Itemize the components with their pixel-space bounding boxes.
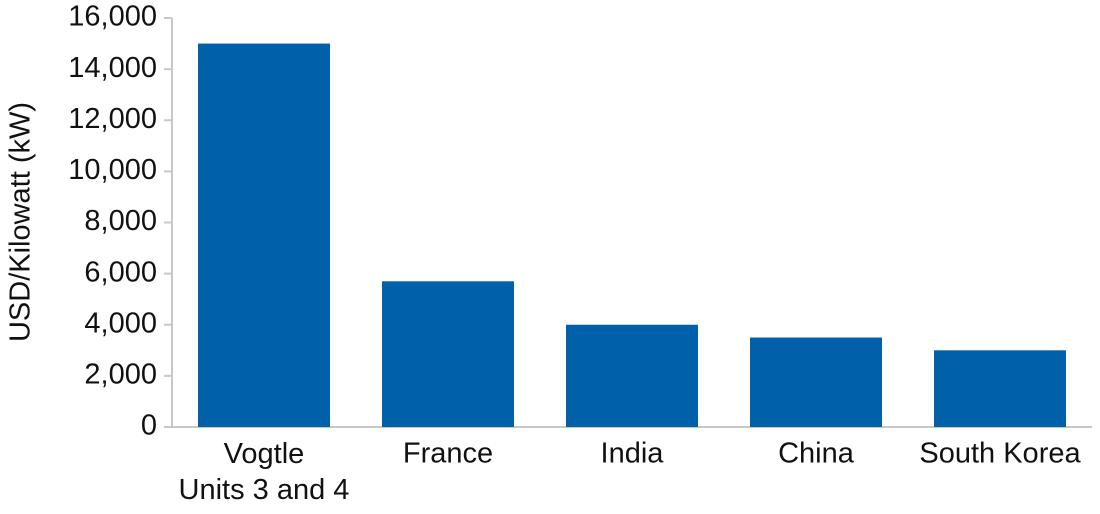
x-tick-label: India <box>601 438 665 470</box>
y-tick-label: 14,000 <box>68 52 157 84</box>
y-axis-title: USD/Kilowatt (kW) <box>5 102 37 342</box>
x-tick-label: China <box>778 438 855 470</box>
y-tick-label: 2,000 <box>84 359 157 391</box>
y-tick-label: 12,000 <box>68 103 157 135</box>
x-tick-label: Vogtle Units 3 and 4 <box>179 438 350 506</box>
bar <box>382 281 514 427</box>
y-tick-label: 6,000 <box>84 256 157 288</box>
y-tick-label: 16,000 <box>68 1 157 33</box>
y-tick-label: 4,000 <box>84 307 157 339</box>
bar <box>750 337 882 427</box>
bar <box>198 43 330 427</box>
bar <box>566 324 698 427</box>
x-tick-label: France <box>403 438 493 470</box>
y-tick-label: 8,000 <box>84 205 157 237</box>
x-tick-label: South Korea <box>919 438 1081 470</box>
bar <box>934 350 1066 427</box>
y-tick-label: 0 <box>141 410 157 442</box>
y-tick-label: 10,000 <box>68 154 157 186</box>
